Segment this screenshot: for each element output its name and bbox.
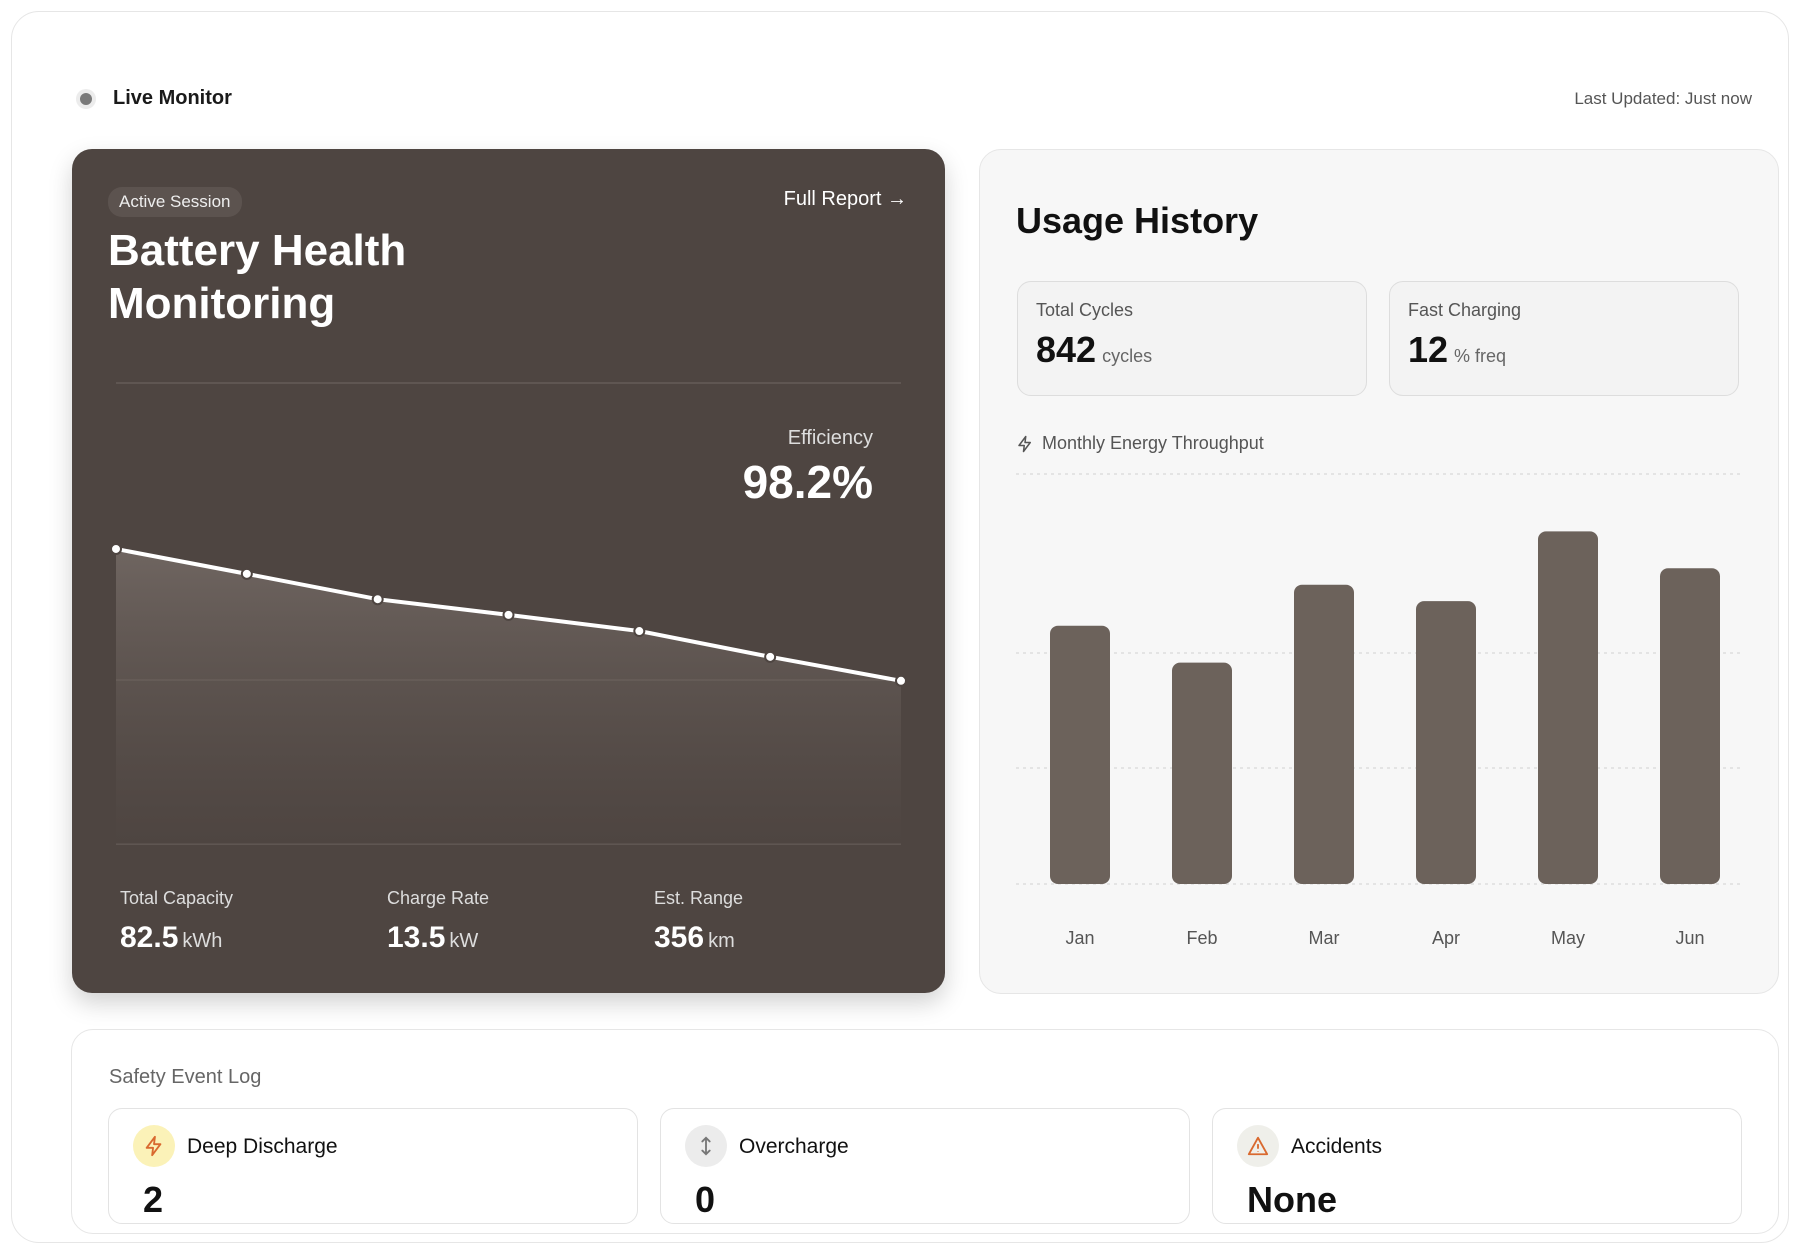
monthly-bar-chart: Jan Feb Mar Apr May Jun: [1016, 473, 1742, 948]
usage-title: Usage History: [1016, 200, 1259, 241]
data-point: [502, 608, 515, 621]
stat-unit: kWh: [182, 930, 223, 952]
x-tick-label: Jan: [1065, 928, 1094, 948]
x-tick-label: May: [1551, 928, 1585, 948]
stat-value: 13.5: [387, 921, 446, 954]
lightning-icon: [1018, 435, 1031, 452]
stat-charge-rate: Charge Rate 13.5 kW: [387, 888, 489, 955]
x-tick-label: Jun: [1675, 928, 1704, 948]
stat-unit: kW: [449, 930, 479, 952]
bar-may: [1538, 531, 1598, 884]
data-point: [895, 674, 907, 687]
battery-health-card: Active Session Full Report → Battery Hea…: [72, 149, 945, 993]
title-line: Monitoring: [108, 279, 336, 328]
live-status-dot: [76, 89, 96, 109]
full-report-label: Full Report: [783, 188, 882, 210]
safety-event-log: Safety Event Log Deep Discharge 2 Overch…: [71, 1029, 1779, 1234]
x-tick-label: Feb: [1186, 928, 1217, 948]
stat-value: 12: [1408, 329, 1449, 370]
data-point: [764, 650, 777, 663]
event-card-accidents[interactable]: Accidents None: [1212, 1108, 1742, 1224]
event-card-deep-discharge[interactable]: Deep Discharge 2: [108, 1108, 638, 1224]
fast-charging-box: Fast Charging 12% freq: [1389, 281, 1739, 396]
chart-label-text: Monthly Energy Throughput: [1042, 433, 1264, 453]
full-report-link[interactable]: Full Report →: [784, 188, 907, 211]
data-point: [240, 567, 253, 580]
stat-unit: km: [708, 930, 735, 952]
stat-label: Total Capacity: [120, 888, 234, 908]
x-tick-label: Mar: [1309, 928, 1340, 948]
area-fill: [116, 548, 901, 844]
stat-label: Charge Rate: [387, 888, 490, 908]
stat-unit: % freq: [1454, 346, 1507, 366]
stat-est-range: Est. Range 356 km: [654, 888, 743, 955]
event-card-overcharge[interactable]: Overcharge 0: [660, 1108, 1190, 1224]
stat-value: 82.5: [120, 921, 179, 954]
safety-title: Safety Event Log: [109, 1066, 262, 1088]
arrow-right-icon: →: [887, 188, 907, 210]
bar-jun: [1660, 568, 1720, 884]
bar-jan: [1050, 625, 1110, 884]
x-tick-label: Apr: [1432, 928, 1460, 948]
data-point: [110, 542, 122, 555]
stat-label: Est. Range: [654, 888, 744, 908]
stat-value: 842: [1036, 329, 1097, 370]
efficiency-value: 98.2%: [742, 456, 873, 508]
bar-mar: [1294, 584, 1354, 884]
event-label: Accidents: [1291, 1135, 1383, 1158]
arrows-vertical-icon: [685, 1125, 727, 1167]
active-session-badge: Active Session: [108, 187, 242, 217]
chart-label: Monthly Energy Throughput: [1016, 433, 1264, 454]
event-label: Overcharge: [739, 1135, 849, 1158]
bar-apr: [1416, 601, 1476, 884]
lightning-icon: [133, 1125, 175, 1167]
event-value: None: [1247, 1179, 1337, 1220]
stat-unit: cycles: [1102, 346, 1153, 366]
data-point: [371, 593, 384, 606]
stat-label: Total Cycles: [1036, 300, 1134, 320]
card-title: Battery Health Monitoring: [108, 224, 406, 330]
data-point: [633, 625, 646, 638]
stat-label: Fast Charging: [1408, 300, 1522, 320]
event-value: 0: [695, 1179, 716, 1220]
event-value: 2: [143, 1179, 164, 1220]
title-line: Battery Health: [108, 226, 407, 275]
warning-icon: [1237, 1125, 1279, 1167]
health-line-chart: [110, 382, 907, 845]
total-cycles-box: Total Cycles 842 cycles: [1017, 281, 1367, 396]
usage-history-card: Usage History Total Cycles 842 cycles Fast…: [979, 149, 1779, 994]
stat-value: 356: [654, 921, 705, 954]
last-updated: Last Updated: Just now: [1574, 89, 1752, 108]
live-monitor-label: Live Monitor: [113, 87, 232, 109]
efficiency-label: Efficiency: [787, 427, 873, 449]
bar-feb: [1172, 662, 1232, 884]
event-label: Deep Discharge: [187, 1135, 338, 1158]
stat-total-capacity: Total Capacity 82.5 kWh: [120, 888, 233, 955]
